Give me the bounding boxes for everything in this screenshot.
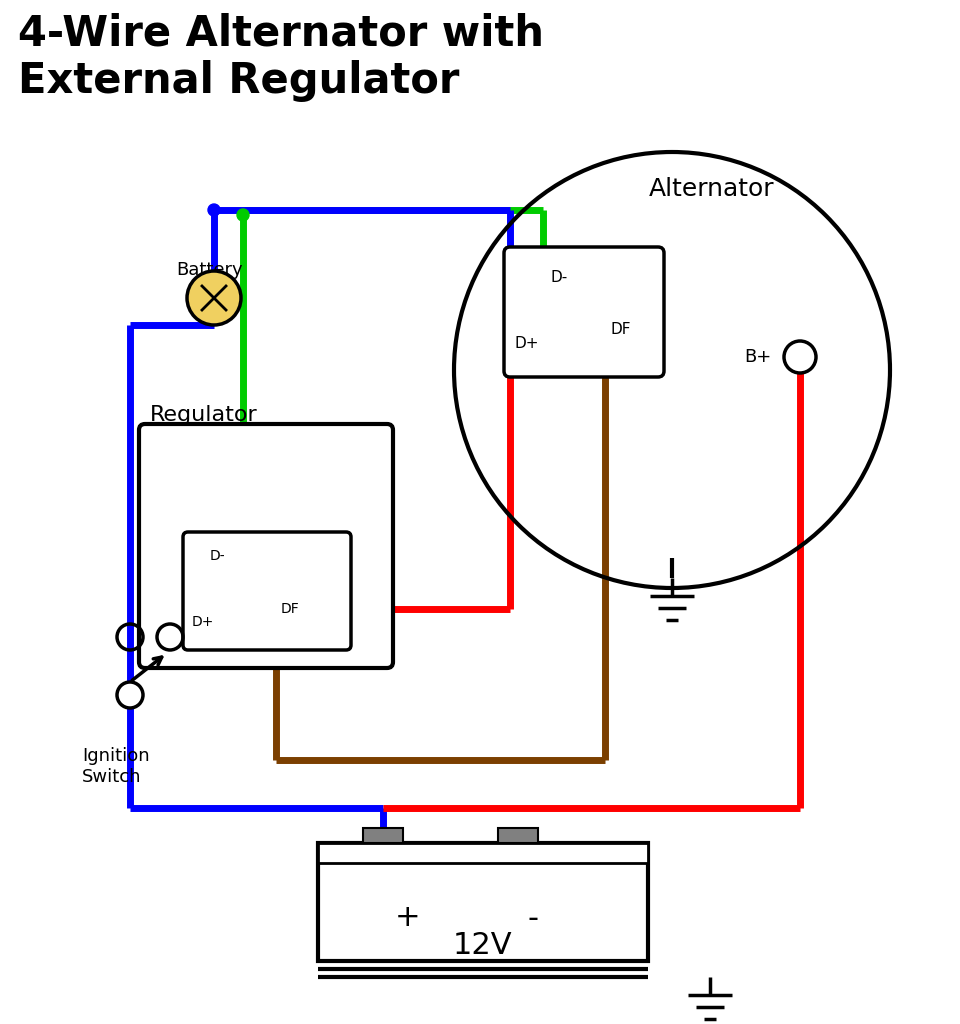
Text: D-: D- [210, 549, 226, 563]
Text: DF: DF [611, 323, 632, 338]
Text: Battery
Light: Battery Light [177, 261, 243, 300]
Text: -: - [527, 903, 539, 933]
Text: B+: B+ [745, 348, 772, 366]
Circle shape [237, 209, 249, 221]
Text: 12V: 12V [453, 932, 513, 961]
Text: 4-Wire Alternator with: 4-Wire Alternator with [18, 12, 544, 54]
Text: External Regulator: External Regulator [18, 60, 460, 102]
Text: Ignition
Switch: Ignition Switch [82, 746, 150, 785]
Circle shape [187, 271, 241, 325]
FancyBboxPatch shape [183, 532, 351, 650]
Text: D+: D+ [514, 336, 539, 351]
Text: Alternator: Alternator [649, 177, 775, 201]
Text: +: + [396, 903, 420, 933]
FancyBboxPatch shape [139, 424, 393, 668]
Circle shape [208, 204, 220, 216]
Text: DF: DF [281, 602, 300, 616]
Bar [498, 828, 538, 843]
Bar [318, 843, 648, 863]
Text: Regulator: Regulator [150, 406, 257, 425]
Bar [318, 843, 648, 961]
Text: D+: D+ [192, 615, 214, 629]
Text: D-: D- [550, 270, 567, 285]
FancyBboxPatch shape [504, 247, 664, 377]
Bar [363, 828, 403, 843]
